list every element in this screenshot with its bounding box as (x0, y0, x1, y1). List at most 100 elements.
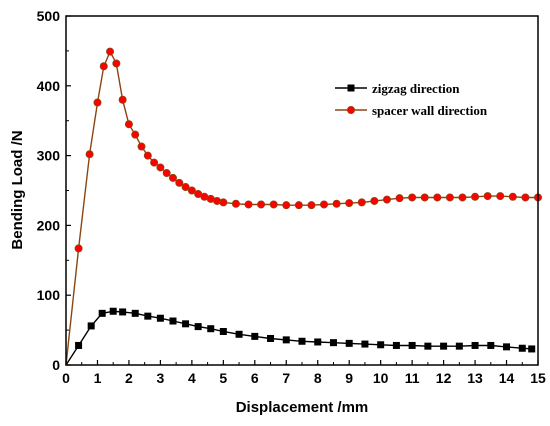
data-point (395, 194, 404, 203)
data-point (257, 200, 266, 209)
x-tick-label: 15 (530, 370, 546, 386)
data-point (87, 322, 95, 330)
data-point (345, 339, 353, 347)
data-point (194, 323, 202, 331)
data-point (168, 173, 177, 182)
legend-marker-zigzag (347, 84, 355, 92)
data-point (471, 192, 480, 201)
data-point (521, 193, 530, 202)
series-line-spacer-wall-direction (65, 49, 538, 366)
data-point (314, 338, 322, 346)
data-point (392, 341, 400, 349)
data-point (119, 308, 127, 316)
data-point (74, 244, 83, 253)
legend-marker-spacer-wall (346, 106, 355, 115)
data-point (269, 200, 278, 209)
data-point (156, 163, 165, 172)
data-point (162, 169, 171, 178)
data-point (518, 344, 526, 352)
x-tick-label: 6 (251, 370, 259, 386)
legend-label-zigzag: zigzag direction (372, 81, 460, 96)
data-point (231, 199, 240, 208)
x-axis-title: Displacement /mm (236, 399, 369, 416)
plot-frame (65, 15, 539, 366)
legend: zigzag direction spacer wall direction (335, 81, 488, 118)
data-point (487, 341, 495, 349)
data-point (332, 199, 341, 208)
data-point (345, 199, 354, 208)
data-point (244, 200, 253, 209)
y-tick-label: 300 (37, 148, 61, 164)
data-point (420, 193, 429, 202)
data-point (169, 317, 177, 325)
data-point (118, 95, 127, 104)
data-point (329, 339, 337, 347)
y-tick-label: 0 (52, 357, 60, 373)
data-point (424, 342, 432, 350)
y-tick-label: 100 (37, 287, 61, 303)
y-axis-title: Bending Load /N (9, 130, 26, 249)
x-tick-label: 7 (282, 370, 290, 386)
data-point (377, 341, 385, 349)
data-point (361, 340, 369, 348)
data-point (496, 192, 505, 201)
x-tick-label: 0 (62, 370, 70, 386)
data-point (282, 336, 290, 344)
data-point (408, 193, 417, 202)
data-point (207, 325, 215, 333)
data-point (109, 307, 117, 315)
data-point (137, 142, 146, 151)
data-point (112, 59, 121, 68)
data-point (458, 193, 467, 202)
data-point (182, 320, 190, 328)
data-point (408, 341, 416, 349)
data-point (219, 198, 228, 207)
y-tick-label: 200 (37, 217, 61, 233)
data-point (131, 309, 139, 317)
x-tick-label: 11 (405, 370, 420, 386)
data-point (131, 130, 140, 139)
y-tick-label: 400 (37, 78, 61, 94)
x-tick-label: 1 (94, 370, 102, 386)
data-point (294, 201, 303, 210)
series-layer (65, 47, 543, 366)
x-tick-label: 14 (499, 370, 515, 386)
data-point (433, 193, 442, 202)
data-point (320, 200, 329, 209)
data-point (471, 341, 479, 349)
data-point (357, 198, 366, 207)
data-point (298, 337, 306, 345)
data-point (144, 312, 152, 320)
series-zigzag-direction (65, 307, 536, 366)
x-tick-label: 5 (219, 370, 227, 386)
data-point (98, 309, 106, 317)
data-point (370, 196, 379, 205)
data-point (483, 192, 492, 201)
data-point (267, 334, 275, 342)
x-tick-label: 2 (125, 370, 133, 386)
data-point (219, 327, 227, 335)
data-point (307, 201, 316, 210)
data-point (455, 342, 463, 350)
data-point (528, 345, 536, 353)
data-point (251, 332, 259, 340)
data-point (508, 192, 517, 201)
data-point (503, 343, 511, 351)
data-point (106, 47, 115, 56)
data-point (282, 201, 291, 210)
data-point (181, 183, 190, 192)
legend-label-spacer-wall: spacer wall direction (372, 103, 488, 118)
x-tick-label: 8 (314, 370, 322, 386)
x-tick-label: 12 (436, 370, 452, 386)
data-point (99, 62, 108, 71)
data-point (150, 158, 159, 167)
data-point (143, 151, 152, 160)
series-line-zigzag-direction (65, 310, 532, 366)
x-tick-label: 10 (373, 370, 389, 386)
data-point (235, 330, 243, 338)
x-tick-label: 4 (188, 370, 196, 386)
data-point (382, 195, 391, 204)
x-tick-label: 13 (467, 370, 483, 386)
